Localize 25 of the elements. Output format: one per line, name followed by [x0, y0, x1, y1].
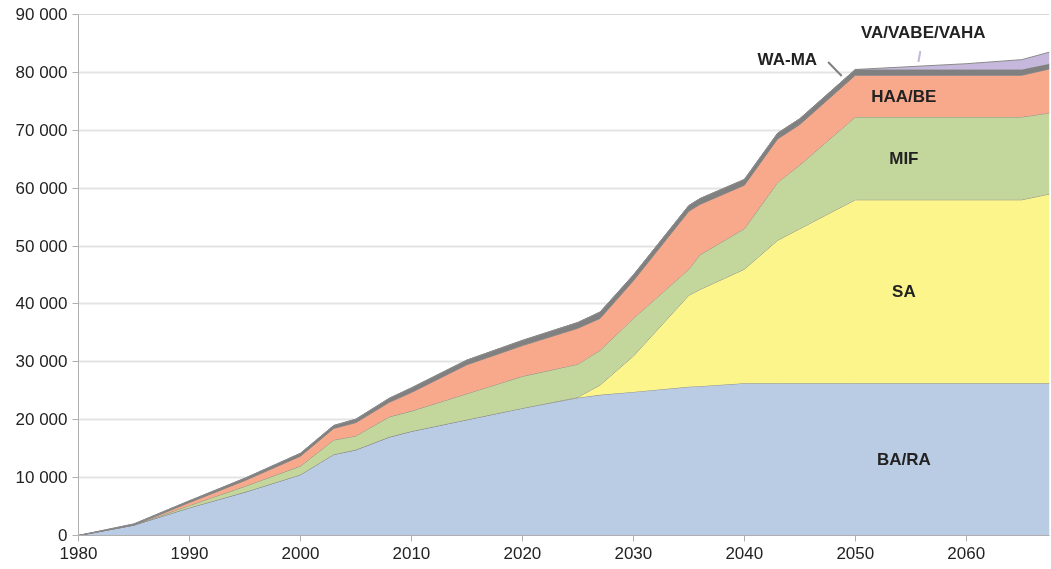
y-tick-label: 80 000 — [15, 62, 68, 82]
y-tick-label: 20 000 — [15, 410, 68, 430]
y-tick-label: 30 000 — [15, 352, 68, 372]
x-tick-label: 2010 — [392, 543, 431, 563]
y-tick-label: 60 000 — [15, 178, 68, 198]
x-tick-label: 1990 — [170, 543, 209, 563]
x-tick-label: 2020 — [503, 543, 542, 563]
x-tick-label: 2040 — [725, 543, 764, 563]
x-tick-label: 2060 — [947, 543, 986, 563]
y-tick-label: 90 000 — [15, 5, 68, 24]
y-tick-label: 50 000 — [15, 236, 68, 256]
x-tick-label: 1980 — [59, 543, 98, 563]
x-tick-label: 2000 — [281, 543, 320, 563]
y-tick-label: 40 000 — [15, 294, 68, 314]
series-label: VA/VABE/VAHA — [860, 23, 986, 43]
y-tick-label: 10 000 — [15, 468, 68, 488]
y-tick-label: 70 000 — [15, 120, 68, 140]
series-label: MIF — [889, 148, 919, 168]
x-tick-label: 2050 — [836, 543, 875, 563]
x-tick-label: 2030 — [614, 543, 653, 563]
series-label: SA — [892, 282, 916, 301]
series-label: HAA/BE — [871, 86, 937, 106]
legend-label: WA-MA — [757, 50, 818, 70]
y-tick-label: 0 — [58, 526, 68, 545]
series-label: BA/RA — [876, 449, 931, 469]
